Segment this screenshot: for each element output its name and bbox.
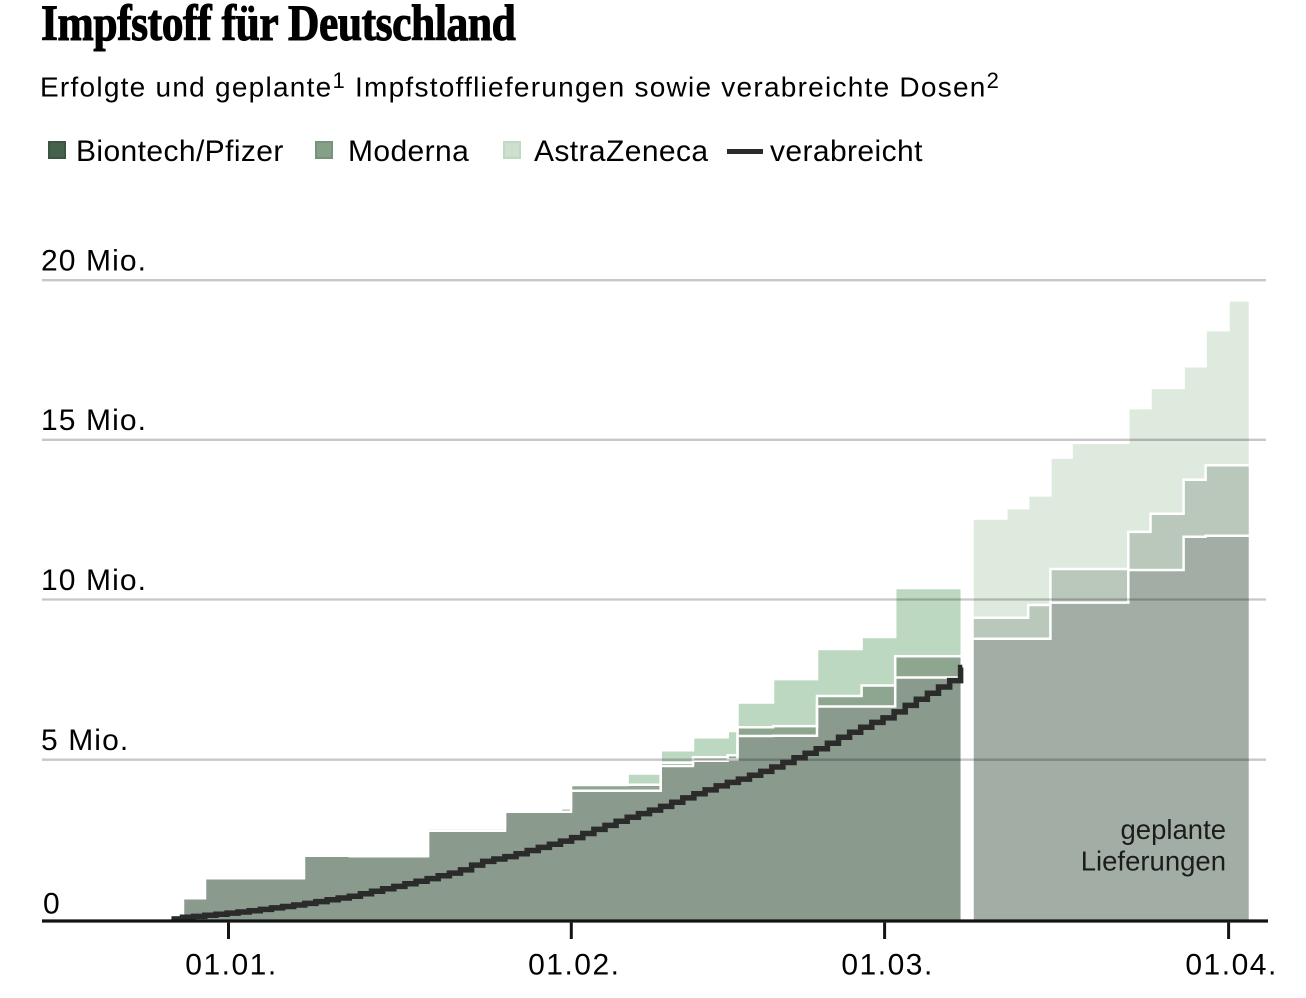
svg-text:15 Mio.: 15 Mio. bbox=[41, 404, 147, 437]
svg-text:01.03.: 01.03. bbox=[841, 949, 933, 982]
svg-text:Lieferungen: Lieferungen bbox=[1081, 846, 1226, 877]
svg-text:01.04.: 01.04. bbox=[1185, 949, 1277, 982]
svg-text:01.01.: 01.01. bbox=[185, 949, 277, 982]
svg-text:geplante: geplante bbox=[1120, 814, 1226, 845]
svg-text:0: 0 bbox=[43, 888, 61, 921]
svg-text:01.02.: 01.02. bbox=[528, 949, 620, 982]
svg-text:5 Mio.: 5 Mio. bbox=[41, 724, 129, 757]
svg-text:10 Mio.: 10 Mio. bbox=[41, 564, 147, 597]
svg-text:20 Mio.: 20 Mio. bbox=[41, 245, 147, 278]
